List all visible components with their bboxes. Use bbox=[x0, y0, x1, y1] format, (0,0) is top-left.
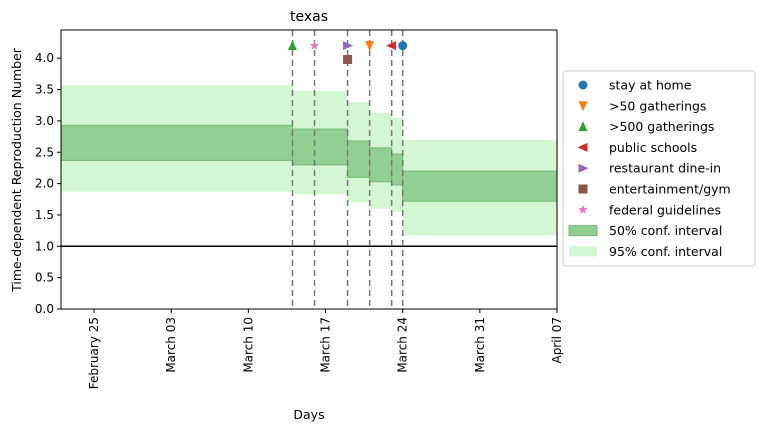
x-tick-label-2: March 10 bbox=[241, 317, 255, 373]
legend-marker-4 bbox=[578, 163, 589, 173]
legend-marker-2 bbox=[578, 121, 588, 132]
intervention-marker-1 bbox=[365, 41, 375, 52]
y-tick-label-2: 1.0 bbox=[35, 239, 54, 253]
legend-marker-5 bbox=[578, 184, 588, 194]
legend-label-5: entertainment/gym bbox=[609, 182, 731, 197]
chart-title: texas bbox=[290, 9, 328, 25]
y-tick-label-5: 2.5 bbox=[35, 145, 54, 159]
x-tick-label-3: March 17 bbox=[319, 317, 333, 373]
intervention-marker-4 bbox=[343, 41, 354, 51]
legend-label-2: >500 gatherings bbox=[609, 119, 714, 134]
ci50-band-2 bbox=[347, 140, 371, 178]
x-tick-label-0: February 25 bbox=[87, 317, 101, 389]
y-tick-label-6: 3.0 bbox=[35, 114, 54, 128]
intervention-marker-5 bbox=[343, 54, 353, 64]
legend-swatch-7 bbox=[568, 225, 598, 237]
ci50-band-1 bbox=[291, 128, 349, 166]
legend-label-1: >50 gatherings bbox=[609, 98, 706, 113]
legend-marker-1 bbox=[578, 101, 588, 112]
intervention-marker-3 bbox=[386, 41, 397, 51]
x-tick-label-6: April 07 bbox=[550, 317, 564, 364]
plot-area bbox=[60, 30, 558, 309]
x-tick-label-5: March 31 bbox=[473, 317, 487, 373]
intervention-marker-6 bbox=[309, 40, 320, 50]
legend-marker-3 bbox=[577, 142, 588, 152]
y-tick-label-3: 1.5 bbox=[35, 208, 54, 222]
legend-label-6: federal guidelines bbox=[609, 202, 721, 217]
plot-frame bbox=[60, 29, 558, 310]
x-axis-label: Days bbox=[293, 407, 324, 422]
y-tick-label-8: 4.0 bbox=[35, 51, 54, 65]
axes: 0.0 0.5 1.0 1.5 2.0 2.5 3.0 3.5 4.0 February 25 Ma… bbox=[35, 29, 564, 389]
legend-label-8: 95% conf. interval bbox=[609, 244, 722, 259]
intervention-marker-2 bbox=[287, 40, 297, 51]
ci50-band-0 bbox=[60, 124, 293, 161]
legend-marker-6 bbox=[578, 204, 588, 214]
legend-label-0: stay at home bbox=[609, 78, 692, 93]
legend-box bbox=[562, 70, 756, 267]
y-tick-label-7: 3.5 bbox=[35, 83, 54, 97]
ci50-band-5 bbox=[402, 170, 558, 202]
ci50-band-3 bbox=[369, 147, 393, 183]
legend: stay at home >50 gatherings >500 gathering… bbox=[562, 70, 756, 267]
legend-marker-0 bbox=[578, 80, 588, 90]
x-tick-label-1: March 03 bbox=[164, 317, 178, 373]
x-tick-label-4: March 24 bbox=[396, 317, 410, 373]
y-axis-label: Time-dependent Reproduction Number bbox=[9, 47, 24, 293]
intervention-marker-0 bbox=[398, 41, 408, 51]
legend-label-7: 50% conf. interval bbox=[609, 223, 722, 238]
legend-label-4: restaurant dine-in bbox=[609, 161, 721, 176]
ci50-band-4 bbox=[391, 153, 404, 186]
y-tick-label-4: 2.0 bbox=[35, 177, 54, 191]
legend-swatch-8 bbox=[569, 246, 597, 257]
y-tick-label-1: 0.5 bbox=[35, 271, 54, 285]
y-tick-label-0: 0.0 bbox=[35, 302, 54, 316]
legend-label-3: public schools bbox=[609, 140, 697, 155]
